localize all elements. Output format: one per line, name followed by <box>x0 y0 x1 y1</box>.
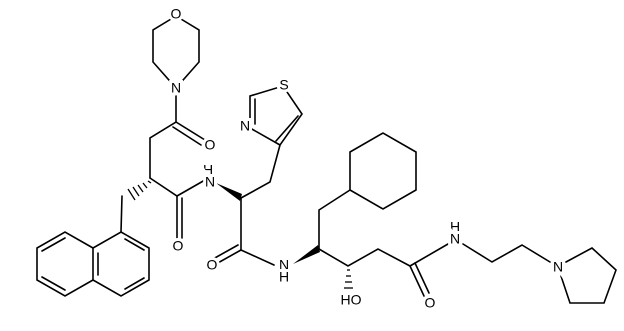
atom-label: O <box>205 137 216 153</box>
atom-label: N <box>450 231 460 247</box>
atom-label: H <box>279 269 289 285</box>
atom-label: H <box>450 219 460 235</box>
atom-label: O <box>173 238 184 254</box>
atom-label: S <box>279 77 288 93</box>
atom-label: N <box>205 174 215 190</box>
atom-label: N <box>171 80 181 96</box>
atom-label: H <box>203 162 213 178</box>
atom-labels: O N O N S H N O O N H HO O H N N <box>168 3 567 314</box>
bonds <box>36 15 617 304</box>
atom-label: N <box>279 257 289 273</box>
atom-label: O <box>171 6 182 22</box>
atom-label: O <box>425 295 436 311</box>
atom-label: HO <box>341 292 362 308</box>
atom-label: N <box>553 259 563 275</box>
atom-label: O <box>207 257 218 273</box>
atom-label: N <box>240 118 250 134</box>
